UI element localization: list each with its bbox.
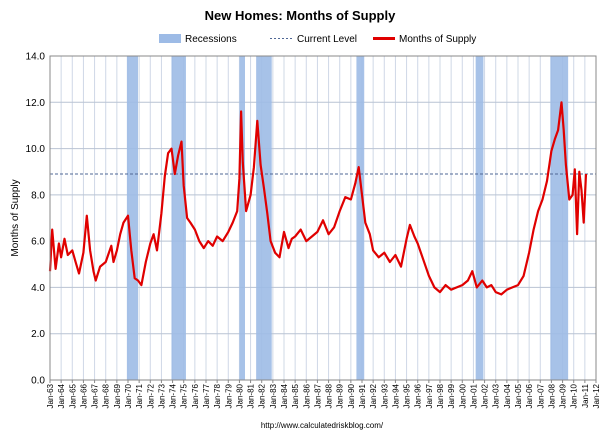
x-tick-label: Jan-84 [280,383,289,408]
x-tick-label: Jan-70 [124,383,133,408]
x-tick-label: Jan-12 [592,383,600,408]
x-tick-label: Jan-08 [547,383,556,408]
x-tick-label: Jan-98 [436,383,445,408]
x-tick-label: Jan-72 [146,383,155,408]
x-tick-label: Jan-07 [536,383,545,408]
x-tick-label: Jan-76 [191,383,200,408]
x-tick-label: Jan-67 [91,383,100,408]
x-tick-label: Jan-96 [414,383,423,408]
recession-band [356,56,365,380]
x-tick-label: Jan-91 [358,383,367,408]
x-tick-label: Jan-64 [57,383,66,408]
x-tick-label: Jan-81 [247,383,256,408]
chart-title: New Homes: Months of Supply [205,8,396,23]
recession-band [550,56,569,380]
x-tick-label: Jan-71 [135,383,144,408]
recession-band [126,56,139,380]
x-tick-label: Jan-03 [492,383,501,408]
x-tick-label: Jan-92 [369,383,378,408]
y-tick-label: 2.0 [31,329,45,340]
legend-series-label: Months of Supply [399,34,476,45]
x-tick-label: Jan-10 [570,383,579,408]
x-tick-label: Jan-69 [113,383,122,408]
series-line-months-of-supply [48,101,588,296]
legend-recessions-label: Recessions [185,34,237,45]
y-tick-label: 4.0 [31,283,45,294]
x-tick-label: Jan-87 [313,383,322,408]
recession-band [239,56,245,380]
x-tick-label: Jan-02 [481,383,490,408]
x-tick-label: Jan-95 [403,383,412,408]
x-tick-label: Jan-88 [325,383,334,408]
x-tick-label: Jan-78 [213,383,222,408]
x-tick-label: Jan-05 [514,383,523,408]
x-tick-label: Jan-85 [291,383,300,408]
y-tick-label: 12.0 [26,98,46,109]
y-tick-label: 14.0 [26,52,46,63]
x-tick-label: Jan-04 [503,383,512,408]
x-tick-label: Jan-99 [447,383,456,408]
legend-recessions-swatch [159,34,181,43]
y-tick-label: 6.0 [31,237,45,248]
x-tick-label: Jan-75 [180,383,189,408]
x-tick-label: Jan-00 [458,383,467,408]
x-tick-label: Jan-79 [224,383,233,408]
x-tick-label: Jan-89 [336,383,345,408]
x-tick-label: Jan-09 [559,383,568,408]
x-tick-label: Jan-73 [157,383,166,408]
recession-band [475,56,484,380]
x-tick-label: Jan-74 [169,383,178,408]
legend-current-level-label: Current Level [297,34,357,45]
x-tick-label: Jan-66 [79,383,88,408]
x-tick-label: Jan-77 [202,383,211,408]
x-tick-label: Jan-94 [391,383,400,408]
x-tick-label: Jan-83 [269,383,278,408]
x-tick-label: Jan-68 [102,383,111,408]
y-tick-label: 8.0 [31,190,45,201]
plot-border [49,55,597,381]
legend: Recessions Current Level Months of Suppl… [159,34,476,45]
x-tick-label: Jan-86 [302,383,311,408]
x-tick-label: Jan-97 [425,383,434,408]
y-tick-label: 0.0 [31,376,45,387]
recession-band [256,56,272,380]
source-url: http://www.calculatedriskblog.com/ [261,421,384,430]
x-tick-label: Jan-80 [235,383,244,408]
x-tick-label: Jan-82 [258,383,267,408]
x-tick-label: Jan-65 [68,383,77,408]
recession-band [171,56,186,380]
x-tick-label: Jan-11 [581,383,590,407]
x-tick-label: Jan-93 [380,383,389,408]
x-tick-label: Jan-63 [46,383,55,408]
x-tick-label: Jan-90 [347,383,356,408]
x-tick-label: Jan-01 [469,383,478,408]
y-tick-label: 10.0 [26,144,46,155]
y-axis-label: Months of Supply [10,179,21,256]
x-tick-label: Jan-06 [525,383,534,408]
